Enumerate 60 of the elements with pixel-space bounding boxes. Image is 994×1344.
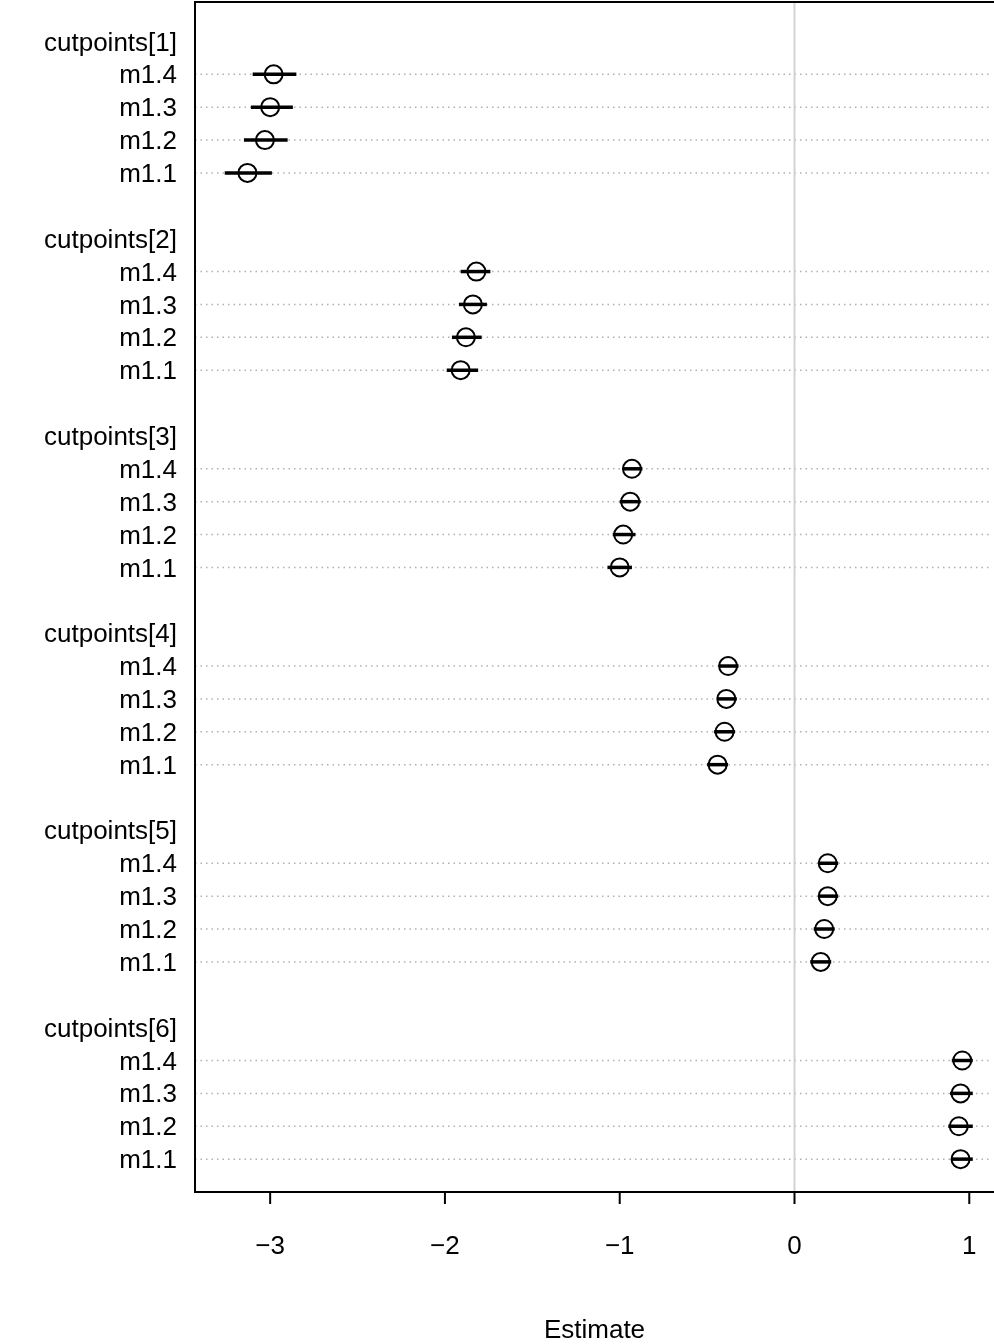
point — [466, 261, 487, 282]
y-tick-label: m1.2 — [119, 716, 177, 747]
point — [263, 64, 284, 85]
point — [817, 886, 838, 907]
point — [609, 557, 630, 578]
y-tick-label: m1.2 — [119, 322, 177, 353]
y-tick-label: m1.3 — [119, 684, 177, 715]
y-tick-label: cutpoints[4] — [44, 618, 177, 649]
point — [450, 360, 471, 381]
y-tick-label: m1.3 — [119, 486, 177, 517]
point — [950, 1149, 971, 1170]
y-tick-label: cutpoints[6] — [44, 1012, 177, 1043]
point — [455, 327, 476, 348]
point — [260, 97, 281, 118]
y-tick-label: m1.1 — [119, 749, 177, 780]
point — [948, 1116, 969, 1137]
y-tick-label: m1.4 — [119, 59, 177, 90]
y-tick-label: cutpoints[2] — [44, 223, 177, 254]
y-tick-label: m1.4 — [119, 256, 177, 287]
y-tick-label: m1.2 — [119, 519, 177, 550]
point — [462, 294, 483, 315]
y-tick-label: m1.3 — [119, 289, 177, 320]
point — [613, 524, 634, 545]
y-tick-label: cutpoints[5] — [44, 815, 177, 846]
point — [237, 162, 258, 183]
y-tick-label: m1.4 — [119, 1045, 177, 1076]
y-tick-label: m1.2 — [119, 125, 177, 156]
x-tick-label: 1 — [962, 1230, 977, 1260]
y-tick-label: m1.2 — [119, 914, 177, 945]
point — [620, 491, 641, 512]
point — [714, 721, 735, 742]
point — [254, 130, 275, 151]
y-tick-label: m1.4 — [119, 848, 177, 879]
y-tick-label: m1.3 — [119, 1078, 177, 1109]
y-tick-label: m1.1 — [119, 1144, 177, 1175]
point — [810, 951, 831, 972]
point — [718, 656, 739, 677]
y-tick-label: m1.1 — [119, 158, 177, 189]
point — [952, 1050, 973, 1071]
x-tick-label: 0 — [787, 1230, 802, 1260]
x-tick-label: −3 — [255, 1230, 285, 1260]
point — [950, 1083, 971, 1104]
y-tick-label: m1.1 — [119, 552, 177, 583]
y-tick-label: m1.4 — [119, 651, 177, 682]
point — [716, 688, 737, 709]
x-tick-label: −2 — [430, 1230, 460, 1260]
y-tick-label: m1.2 — [119, 1111, 177, 1142]
y-tick-label: m1.3 — [119, 92, 177, 123]
y-tick-label: cutpoints[1] — [44, 26, 177, 57]
y-tick-label: m1.1 — [119, 355, 177, 386]
point — [621, 458, 642, 479]
point — [707, 754, 728, 775]
y-tick-label: cutpoints[3] — [44, 421, 177, 452]
point — [814, 919, 835, 940]
y-tick-label: m1.1 — [119, 946, 177, 977]
x-tick-label: −1 — [604, 1230, 635, 1260]
x-axis-title: Estimate — [543, 1314, 646, 1344]
point — [817, 853, 838, 874]
y-tick-label: m1.3 — [119, 881, 177, 912]
y-tick-label: m1.4 — [119, 453, 177, 484]
